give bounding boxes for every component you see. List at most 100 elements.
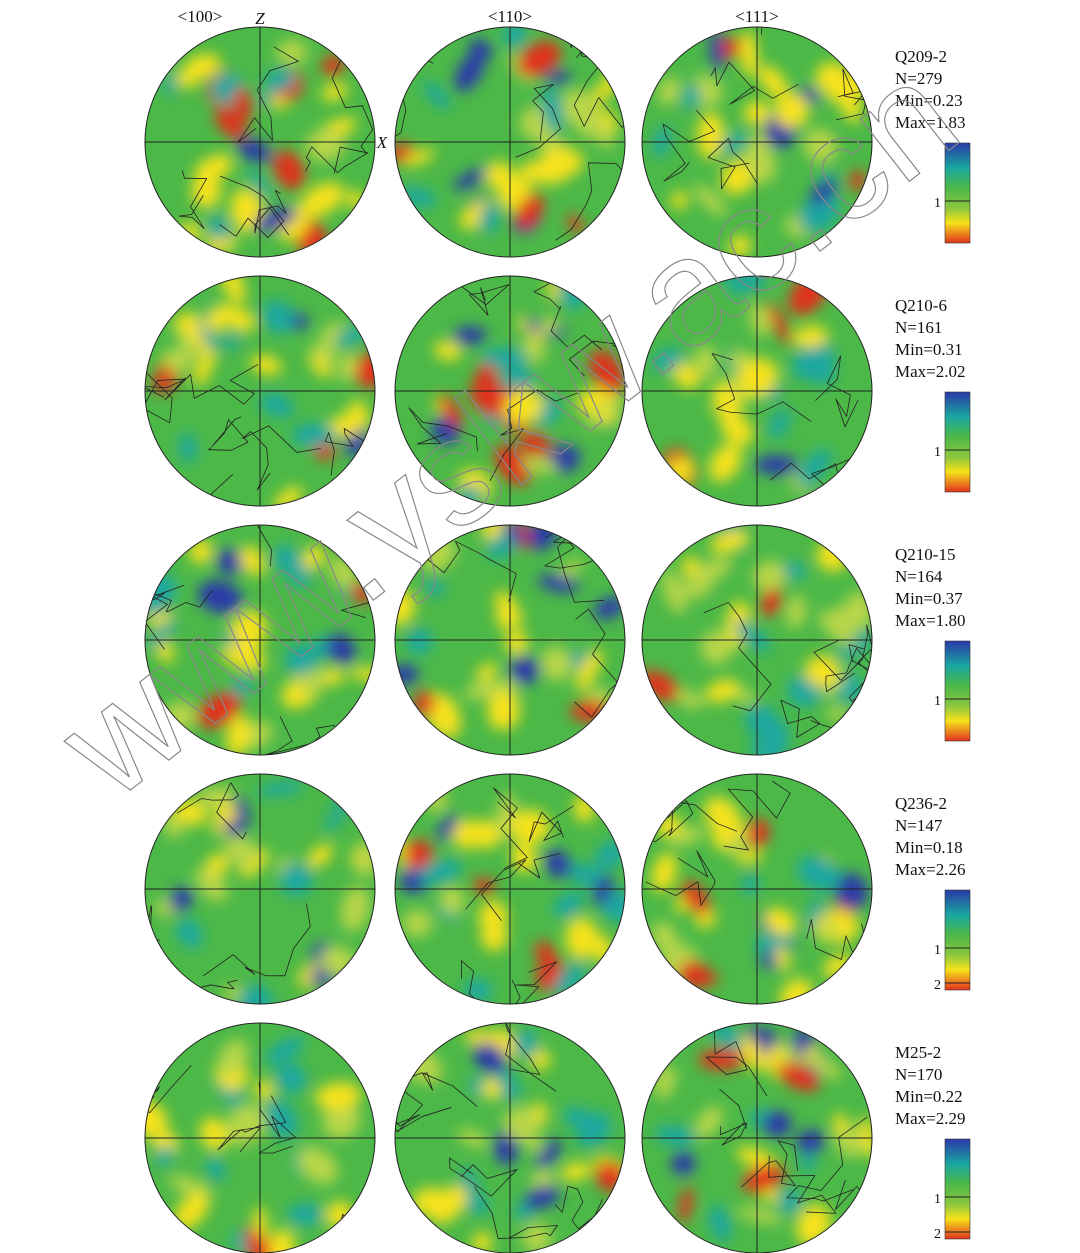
sample-min: Min=0.23: [895, 91, 963, 110]
density-blob: [502, 525, 524, 546]
sample-min: Min=0.31: [895, 340, 963, 359]
density-blob: [349, 667, 375, 682]
density-blobs: [395, 27, 624, 234]
density-blob: [279, 862, 314, 897]
contour-line: [780, 699, 848, 738]
contour-line: [719, 1088, 748, 1146]
density-blob: [565, 917, 599, 960]
contour-line: [202, 903, 311, 977]
sample-min: Min=0.22: [895, 1087, 963, 1106]
color-scale: [944, 889, 971, 991]
density-blob: [669, 826, 705, 846]
density-blob: [198, 871, 228, 902]
pole-figure: [145, 1023, 375, 1253]
density-blob: [670, 359, 700, 390]
sample-min: Min=0.18: [895, 838, 963, 857]
density-blob: [481, 525, 505, 540]
density-blob: [642, 670, 681, 702]
density-blob: [704, 796, 743, 839]
density-blob: [753, 560, 787, 594]
density-blob: [742, 872, 759, 896]
density-blob: [480, 920, 508, 951]
density-blob: [681, 83, 701, 110]
contour-line: [711, 353, 812, 422]
density-blob: [329, 1115, 356, 1139]
density-blob: [224, 307, 256, 332]
density-blob: [670, 1151, 696, 1176]
density-blob: [739, 276, 767, 291]
density-blobs: [652, 28, 869, 257]
density-blob: [515, 193, 544, 230]
density-blobs: [155, 781, 375, 1004]
contour-line: [305, 146, 369, 174]
density-blob: [166, 348, 191, 375]
contour-line: [515, 83, 561, 158]
contour-line: [710, 61, 799, 105]
density-blob: [487, 694, 520, 731]
density-blob: [423, 80, 451, 110]
density-blob: [199, 317, 219, 352]
contour-line: [705, 1027, 768, 1097]
density-blob: [662, 570, 686, 614]
density-blob: [694, 345, 717, 379]
density-blob: [337, 351, 358, 382]
density-blob: [720, 276, 747, 297]
column-header: <110>: [488, 7, 532, 26]
density-blob: [178, 330, 198, 359]
contour-line: [786, 1116, 868, 1202]
density-blob: [719, 37, 742, 58]
density-blob: [503, 389, 544, 424]
density-blob: [353, 353, 375, 388]
sample-max: Max=2.02: [895, 362, 966, 381]
density-blob: [503, 1106, 540, 1142]
column-header: <100>: [178, 7, 223, 26]
density-blob: [575, 649, 603, 691]
density-blob: [758, 65, 789, 99]
density-blob: [593, 874, 614, 906]
density-blob: [481, 1078, 502, 1100]
density-blobs: [164, 39, 365, 257]
density-blob: [485, 161, 513, 189]
contour-line: [254, 190, 290, 236]
density-blob: [819, 918, 840, 941]
density-blob: [766, 301, 791, 345]
contour-line: [145, 1064, 192, 1114]
pole-figure: [642, 1023, 872, 1253]
density-blob: [481, 347, 529, 369]
density-blob: [774, 93, 810, 129]
contour-line: [528, 805, 574, 842]
density-blob: [494, 591, 519, 622]
density-blob: [777, 1062, 820, 1092]
contour-line: [480, 961, 558, 1004]
density-blob: [791, 341, 835, 380]
density-blobs: [145, 539, 375, 755]
contour-line: [217, 1095, 287, 1153]
density-blob: [763, 1110, 792, 1138]
density-blob: [478, 202, 500, 234]
density-blob: [754, 455, 799, 475]
density-blob: [327, 413, 365, 438]
density-blob: [239, 545, 265, 576]
density-blob: [700, 631, 733, 665]
density-blob: [721, 159, 756, 195]
density-blob: [226, 714, 251, 755]
scale-tick-label: 1: [934, 196, 941, 211]
column-header: <111>: [735, 7, 778, 26]
density-blob: [454, 51, 485, 92]
density-blob: [792, 325, 829, 348]
density-blob: [439, 886, 466, 915]
contour-line: [145, 1023, 156, 1069]
contour-line: [825, 647, 872, 693]
density-blob: [678, 1186, 693, 1224]
contour-line: [835, 68, 868, 121]
density-blob: [287, 1203, 323, 1227]
contour-line: [395, 1072, 478, 1133]
density-blob: [434, 340, 462, 361]
density-blob: [836, 630, 872, 661]
contour-line: [533, 279, 602, 351]
density-blob: [517, 41, 562, 77]
contour-line: [145, 1086, 160, 1184]
density-blob: [321, 83, 348, 102]
scale-tick-label: 1: [934, 694, 941, 709]
